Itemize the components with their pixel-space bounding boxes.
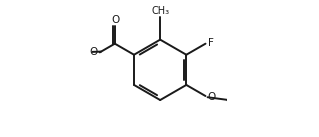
Text: O: O: [111, 15, 120, 25]
Text: F: F: [208, 38, 213, 48]
Text: CH₃: CH₃: [151, 6, 169, 16]
Text: O: O: [89, 47, 97, 57]
Text: O: O: [207, 92, 216, 102]
